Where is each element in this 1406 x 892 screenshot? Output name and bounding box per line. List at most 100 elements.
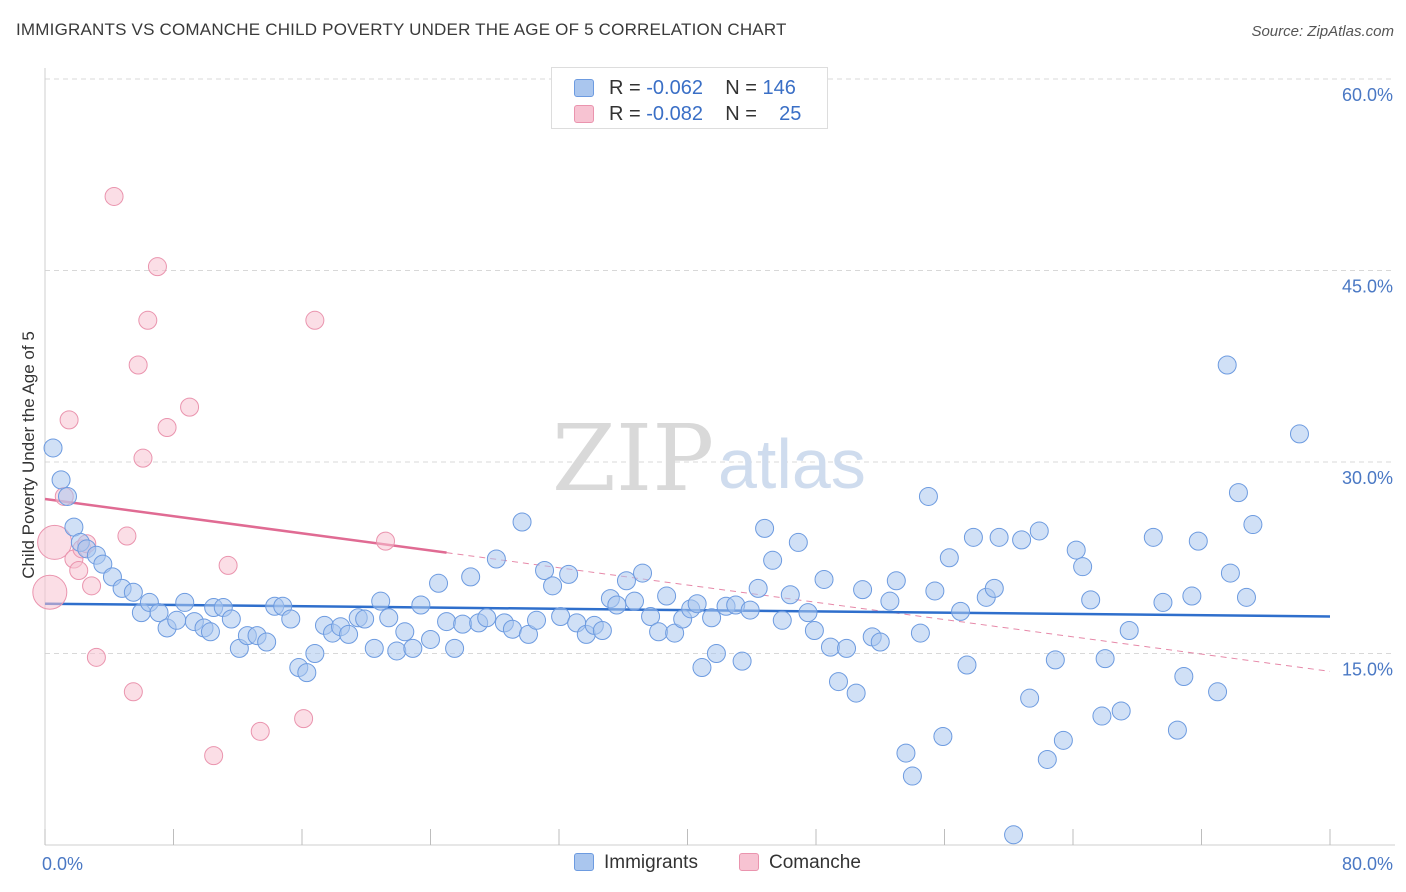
comanche-point: [138, 310, 158, 330]
comanche-point: [32, 574, 68, 610]
comanche-point: [123, 682, 143, 702]
immigrants-point: [379, 608, 399, 628]
immigrants-point: [175, 592, 195, 612]
immigrants-point: [51, 470, 71, 490]
immigrants-point: [939, 548, 959, 568]
watermark-zip: ZIP: [552, 405, 714, 512]
immigrants-point: [1092, 706, 1112, 726]
immigrants-point: [1174, 666, 1194, 686]
x-tick-label: 0.0%: [42, 854, 83, 874]
immigrants-point: [297, 663, 317, 683]
watermark: ZIP atlas: [552, 405, 866, 512]
immigrants-point: [339, 624, 359, 644]
immigrants-point: [403, 638, 423, 658]
immigrants-point: [1066, 540, 1086, 560]
immigrants-point: [512, 512, 532, 532]
immigrants-point: [763, 550, 783, 570]
comanche-point: [157, 418, 177, 438]
immigrants-point: [543, 576, 563, 596]
immigrants-point: [364, 638, 384, 658]
x-tick-label: 80.0%: [1342, 854, 1393, 874]
immigrants-point: [798, 603, 818, 623]
immigrants-point: [43, 438, 63, 458]
immigrants-point: [1167, 720, 1187, 740]
immigrants-point: [149, 603, 169, 623]
legend-r-value: -0.082: [646, 103, 703, 125]
comanche-point: [86, 647, 106, 667]
legend-n-label: N =: [725, 103, 763, 125]
immigrants-point: [706, 644, 726, 663]
immigrants-point: [657, 586, 677, 606]
immigrants-point: [200, 622, 220, 642]
immigrants-point: [780, 585, 800, 605]
immigrants-point: [411, 595, 431, 615]
immigrants-point: [535, 561, 555, 581]
immigrants-point: [281, 609, 301, 629]
comanche-point: [250, 721, 270, 741]
immigrants-point: [477, 608, 497, 628]
immigrants-point: [846, 683, 866, 703]
immigrants-point: [828, 672, 848, 692]
comanche-point: [294, 709, 314, 729]
immigrants-point: [1208, 682, 1228, 702]
comanche-point: [82, 576, 102, 596]
immigrants-point: [1217, 355, 1237, 375]
immigrants-point: [641, 606, 661, 626]
immigrants-point: [755, 518, 775, 538]
immigrants-point: [870, 632, 890, 652]
legend-r-label: R =: [609, 77, 647, 99]
immigrants-point: [788, 532, 808, 552]
immigrants-point: [437, 612, 457, 632]
y-tick-label: 60.0%: [1342, 85, 1393, 105]
immigrants-point: [429, 573, 449, 593]
immigrants-point: [853, 580, 873, 600]
immigrants-point: [886, 571, 906, 591]
comanche-point: [104, 186, 124, 206]
immigrants-point: [167, 610, 187, 630]
immigrants-point: [221, 609, 241, 629]
immigrants-point: [1220, 563, 1240, 583]
legend-r-label: R =: [609, 103, 647, 125]
immigrants-point: [1029, 521, 1049, 541]
immigrants-point: [616, 571, 636, 591]
immigrants-point: [732, 651, 752, 671]
immigrants-point: [748, 578, 768, 598]
immigrants-legend-label: Immigrants: [604, 852, 698, 873]
comanche-point: [69, 561, 89, 581]
immigrants-point: [1020, 688, 1040, 708]
chart-title: IMMIGRANTS VS COMANCHE CHILD POVERTY UND…: [16, 20, 787, 39]
immigrants-point: [551, 606, 571, 626]
y-tick-label: 15.0%: [1342, 660, 1393, 680]
immigrants-point: [123, 582, 143, 602]
immigrants-point: [740, 600, 760, 620]
immigrants-point: [355, 609, 375, 629]
immigrants-point: [421, 629, 440, 649]
immigrants-point: [527, 610, 547, 630]
y-axis-label: Child Poverty Under the Age of 5: [19, 331, 38, 579]
immigrants-point: [1081, 590, 1101, 610]
legend-r-value: -0.062: [646, 77, 703, 99]
comanche-point: [128, 355, 148, 375]
immigrants-point: [624, 591, 644, 611]
immigrants-point: [896, 743, 916, 763]
immigrants-point: [1053, 730, 1073, 750]
immigrants-point: [1004, 825, 1024, 845]
immigrants-point: [984, 578, 1004, 598]
immigrants-point: [687, 594, 707, 614]
gridlines: [45, 78, 1395, 654]
immigrants-point: [1143, 527, 1163, 547]
immigrants-point: [57, 486, 77, 506]
immigrants-point: [387, 641, 407, 661]
source-label: Source: ZipAtlas.com: [1251, 23, 1394, 40]
y-tick-label: 30.0%: [1342, 468, 1393, 488]
immigrants-point: [1243, 515, 1263, 535]
immigrants-point: [93, 554, 113, 574]
immigrants-point: [486, 549, 506, 569]
immigrants-point: [1119, 621, 1139, 641]
immigrants-point: [1037, 749, 1057, 769]
immigrants-point: [1111, 701, 1131, 721]
immigrants-point: [1045, 650, 1065, 670]
immigrants-point: [1188, 531, 1208, 551]
y-tick-label: 45.0%: [1342, 277, 1393, 297]
immigrants-point: [607, 595, 627, 615]
